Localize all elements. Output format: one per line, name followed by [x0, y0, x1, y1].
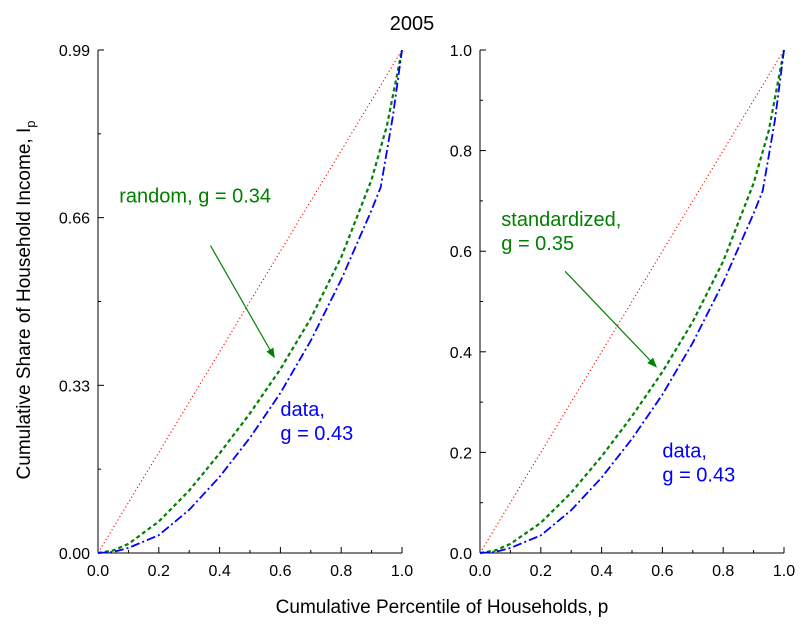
annotation-arrow [564, 270, 658, 368]
annotation-line: data, [280, 399, 324, 421]
x-tick-label: 0.6 [269, 563, 291, 580]
y-tick-label: 0.2 [450, 445, 472, 462]
y-tick-label: 0.0 [450, 546, 472, 563]
annotation-arrow [209, 245, 275, 359]
x-tick-label: 0.6 [651, 563, 673, 580]
y-tick-label: 0.00 [59, 546, 90, 563]
left-panel: 0.0 0.2 0.4 0.6 0.8 1.0 0.00 0.33 0.66 0.99 random… [59, 43, 413, 580]
y-tick-label: 0.4 [450, 345, 472, 362]
figure-title: 2005 [390, 13, 435, 35]
y-axis-label-subscript: p [23, 121, 38, 128]
x-tick-label: 0.8 [712, 563, 734, 580]
y-tick-label: 0.6 [450, 244, 472, 261]
x-tick-label: 0.4 [208, 563, 230, 580]
annotation-line: g = 0.43 [662, 464, 735, 486]
x-tick-label: 1.0 [773, 563, 795, 580]
y-axis-label-text: Cumulative Share of Household Income, I [14, 128, 35, 480]
x-tick-label: 0.0 [469, 563, 491, 580]
annotation-line: g = 0.43 [280, 423, 353, 445]
x-tick-label: 0.0 [87, 563, 109, 580]
x-tick-label: 0.8 [330, 563, 352, 580]
x-tick-label: 0.2 [530, 563, 552, 580]
series-line-data [97, 49, 403, 554]
y-tick-label: 0.66 [59, 211, 90, 228]
series-line-equality [479, 49, 785, 554]
series-line-standardized [479, 49, 786, 555]
y-tick-label: 0.99 [59, 43, 90, 60]
x-axis-label: Cumulative Percentile of Households, p [276, 597, 609, 618]
series-line-random [97, 49, 404, 555]
annotation-line: data, [662, 440, 706, 462]
annotation-line: g = 0.35 [501, 233, 574, 255]
right-panel: 0.0 0.2 0.4 0.6 0.8 1.0 0.0 0.2 0.4 0.6 0.8 1.0 stan… [450, 43, 795, 580]
annotation-line: standardized, [501, 209, 621, 231]
annotation-label: data, g = 0.43 [280, 399, 353, 445]
annotation-label: standardized, g = 0.35 [501, 209, 621, 255]
y-tick-label: 0.33 [59, 378, 90, 395]
y-tick-label: 1.0 [450, 43, 472, 60]
y-tick-label: 0.8 [450, 144, 472, 161]
x-tick-label: 0.2 [148, 563, 170, 580]
annotation-label: data, g = 0.43 [662, 440, 735, 486]
series-line-equality [97, 49, 403, 554]
x-tick-label: 0.4 [590, 563, 612, 580]
series-line-data [479, 49, 785, 554]
x-tick-label: 1.0 [391, 563, 413, 580]
y-axis-label: Cumulative Share of Household Income, Ip [14, 121, 38, 480]
annotation-label: random, g = 0.34 [119, 185, 271, 207]
annotation-line: random, g = 0.34 [119, 185, 271, 207]
